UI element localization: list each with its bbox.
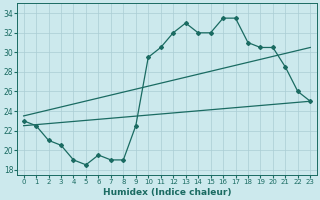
X-axis label: Humidex (Indice chaleur): Humidex (Indice chaleur) bbox=[103, 188, 231, 197]
